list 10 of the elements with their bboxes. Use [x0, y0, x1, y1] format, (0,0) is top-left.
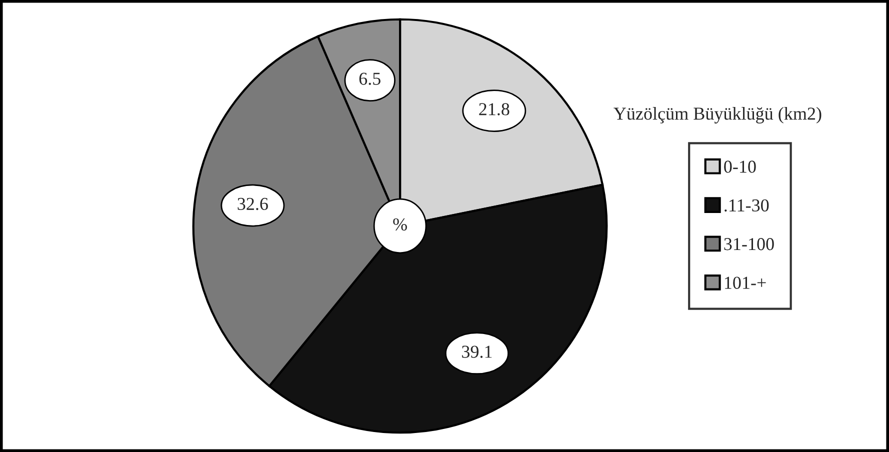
legend-label: 31-100: [724, 238, 774, 250]
data-label: 21.8: [479, 103, 510, 116]
legend-title: Yüzölçüm Büyüklüğü (km2): [614, 107, 822, 124]
text: %: [393, 218, 407, 231]
legend-label: .11-30: [724, 199, 769, 212]
data-label: 6.5: [359, 72, 380, 85]
data-label: 32.6: [238, 198, 268, 210]
legend-label: 0-10: [724, 160, 756, 173]
legend-label: 101-+: [725, 276, 766, 289]
data-label: 39.1: [462, 346, 492, 358]
